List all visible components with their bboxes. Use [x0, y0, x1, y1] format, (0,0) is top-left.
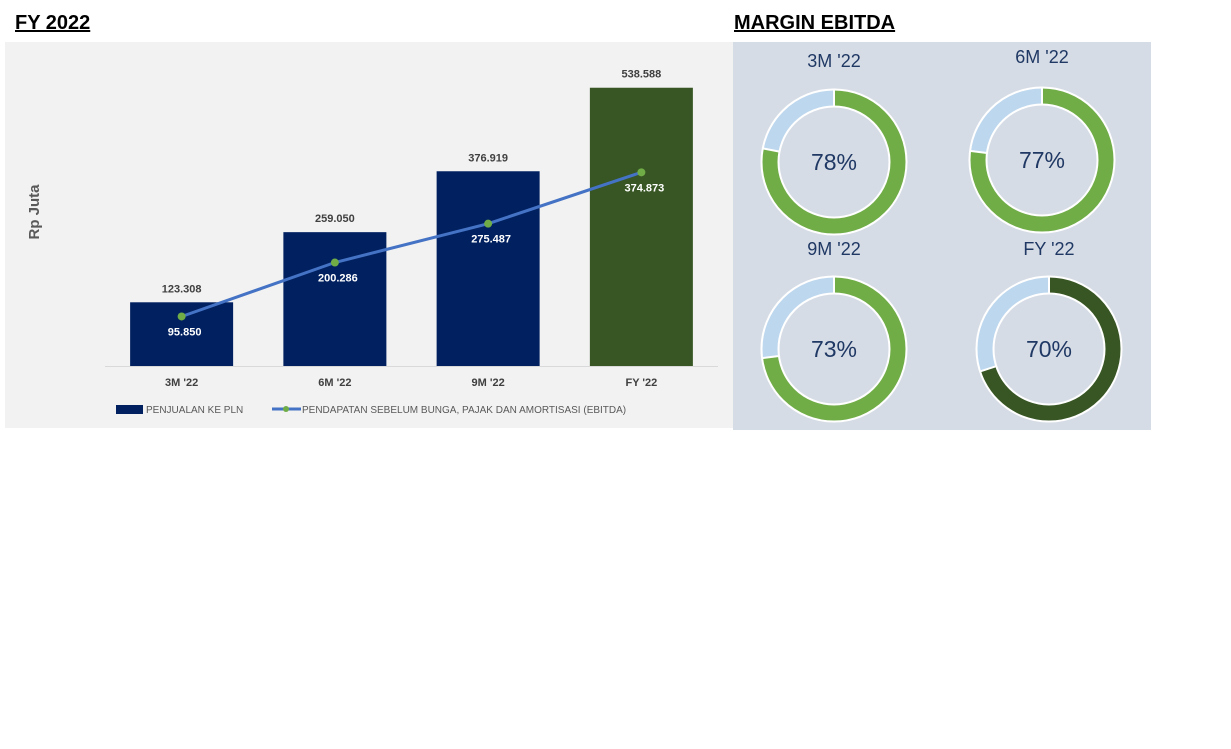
donut-title: 9M '22 [807, 239, 860, 259]
donut-title: 3M '22 [807, 51, 860, 71]
donut-slice-separator [761, 354, 780, 360]
donut-title: 6M '22 [1015, 47, 1068, 67]
ebitda-line [181, 170, 642, 318]
ebitda-point [484, 219, 493, 228]
donut-slice-separator [979, 365, 997, 373]
bar-value-label: 538.588 [621, 69, 661, 81]
chart-title-margin-ebitda: MARGIN EBITDA [734, 12, 896, 34]
ebitda-value-label: 374.873 [624, 182, 664, 194]
legend-label-ebitda: PENDAPATAN SEBELUM BUNGA, PAJAK DAN AMOR… [302, 405, 626, 416]
donut-slice-separator [762, 147, 780, 153]
x-tick-label: 9M '22 [472, 377, 505, 389]
donut-center-value: 78% [811, 149, 857, 175]
ebitda-point [177, 312, 186, 321]
ebitda-margin-panel: 3M '22 78% 6M '22 77% 9M '22 73% FY '22 70% [733, 42, 1151, 430]
donut-center-value: 73% [811, 336, 857, 362]
bar-value-label: 376.919 [468, 152, 508, 164]
legend-label-sales: PENJUALAN KE PLN [146, 405, 243, 416]
ebitda-point [330, 258, 339, 267]
x-tick-label: 3M '22 [165, 377, 198, 389]
y-axis-label: Rp Juta [26, 184, 43, 240]
sales-ebitda-chart-panel: Rp Juta 123.308 3M '22 259.050 6M '22 376.919… [5, 42, 733, 428]
legend-swatch-sales [116, 405, 143, 414]
ebitda-value-label: 200.286 [318, 273, 358, 285]
bar-sales [589, 87, 693, 366]
donut-title: FY '22 [1023, 239, 1074, 259]
bar-sales [436, 171, 540, 366]
legend-marker-ebitda [283, 406, 289, 412]
donut-center-value: 77% [1019, 147, 1065, 173]
ebitda-point [637, 168, 646, 177]
x-tick-label: FY '22 [625, 377, 657, 389]
ebitda-value-label: 275.487 [471, 234, 511, 246]
donut-slice-separator [969, 149, 988, 155]
bar-value-label: 123.308 [162, 283, 202, 295]
bar-value-label: 259.050 [315, 213, 355, 225]
ebitda-margin-donuts: 3M '22 78% 6M '22 77% 9M '22 73% FY '22 70% [760, 47, 1123, 423]
sales-ebitda-chart: Rp Juta 123.308 3M '22 259.050 6M '22 376.919… [26, 69, 718, 416]
ebitda-value-label: 95.850 [168, 326, 202, 338]
chart-title-fy2022: FY 2022 [15, 12, 91, 34]
donut-center-value: 70% [1026, 336, 1072, 362]
x-tick-label: 6M '22 [318, 377, 351, 389]
